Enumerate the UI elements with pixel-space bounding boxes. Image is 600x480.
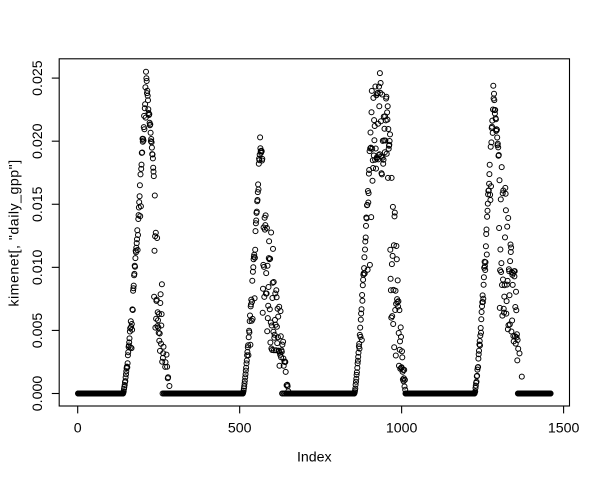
svg-text:500: 500 xyxy=(228,420,252,436)
svg-text:0: 0 xyxy=(74,420,82,436)
svg-text:1000: 1000 xyxy=(386,420,418,436)
svg-text:0.020: 0.020 xyxy=(30,123,46,159)
svg-text:Index: Index xyxy=(297,450,332,466)
svg-text:kimenet[, "daily_gpp"]: kimenet[, "daily_gpp"] xyxy=(7,159,23,306)
svg-text:0.005: 0.005 xyxy=(30,313,46,349)
svg-text:0.000: 0.000 xyxy=(30,376,46,412)
svg-text:0.015: 0.015 xyxy=(30,186,46,222)
svg-text:1500: 1500 xyxy=(548,420,580,436)
svg-text:0.010: 0.010 xyxy=(30,249,46,285)
svg-text:0.025: 0.025 xyxy=(30,60,46,96)
